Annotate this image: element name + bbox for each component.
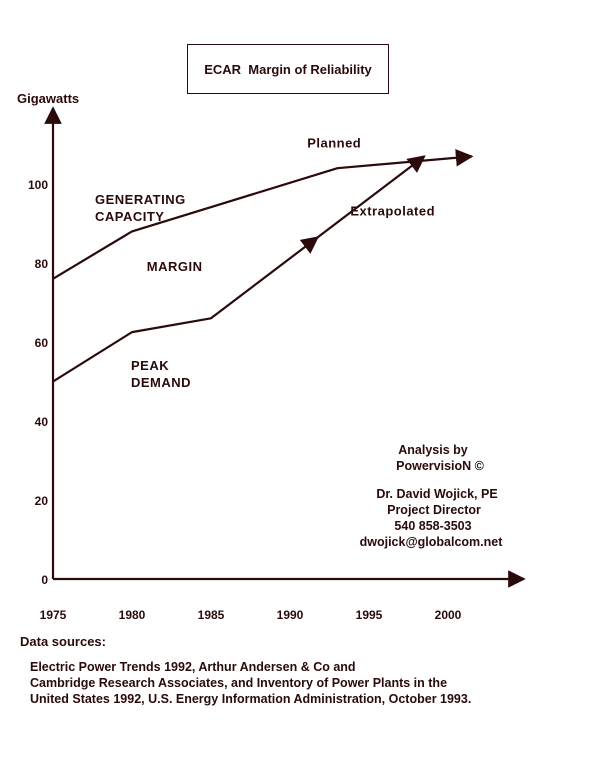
sources-label: Data sources: [20,634,106,649]
chart-annotation: MARGIN [147,259,203,274]
x-tick-label: 1985 [198,608,225,622]
sources-line: United States 1992, U.S. Energy Informat… [30,692,472,706]
chart-title-box: ECAR Margin of Reliability [187,44,389,94]
y-tick-label: 100 [28,178,48,192]
series-label: PEAK [131,358,169,373]
chart-title: ECAR Margin of Reliability [204,61,372,77]
x-tick-label: 2000 [435,608,462,622]
x-tick-label: 1980 [119,608,146,622]
series-line-peak-demand [52,155,426,383]
sources-text: Electric Power Trends 1992, Arthur Ander… [30,659,590,707]
series-label: DEMAND [131,375,191,390]
chart-annotation: Planned [307,136,361,151]
x-tick-label: 1975 [40,608,67,622]
series-label: GENERATING [95,192,186,207]
credit-line: Analysis by [398,443,468,457]
sources-line: Electric Power Trends 1992, Arthur Ander… [30,660,356,674]
credit-line: PowervisioN © [396,459,484,473]
chart-annotation: Extrapolated [350,204,435,219]
credit-line: Project Director [387,503,481,517]
y-tick-label: 40 [35,415,49,429]
series-label: CAPACITY [95,209,164,224]
x-tick-label: 1995 [356,608,383,622]
credit-line: 540 858-3503 [394,519,471,533]
chart-svg: Gigawatts 0 20 40 60 80 100 1975 1980 1985 1990 199… [17,91,526,622]
y-tick-label: 60 [35,336,49,350]
x-tick-label: 1990 [277,608,304,622]
y-tick-label: 80 [35,257,49,271]
direction-arrow [299,236,320,254]
series-line-generating-capacity [52,148,474,280]
y-tick-label: 0 [41,573,48,587]
credit-line: dwojick@globalcom.net [360,535,504,549]
data-sources: Data sources: Electric Power Trends 1992… [20,634,590,707]
y-tick-label: 20 [35,494,49,508]
y-axis-label: Gigawatts [17,91,79,106]
credit-line: Dr. David Wojick, PE [376,487,497,501]
sources-line: Cambridge Research Associates, and Inven… [30,676,448,690]
